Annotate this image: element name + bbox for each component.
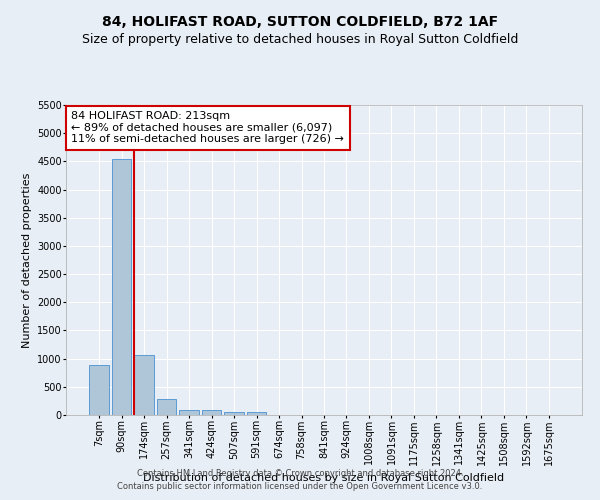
Bar bbox=[202, 410, 221, 415]
Text: Contains public sector information licensed under the Open Government Licence v3: Contains public sector information licen… bbox=[118, 482, 482, 491]
Bar bbox=[179, 410, 199, 415]
Bar bbox=[247, 412, 266, 415]
Text: 84 HOLIFAST ROAD: 213sqm
← 89% of detached houses are smaller (6,097)
11% of sem: 84 HOLIFAST ROAD: 213sqm ← 89% of detach… bbox=[71, 111, 344, 144]
Bar bbox=[134, 356, 154, 415]
Text: Size of property relative to detached houses in Royal Sutton Coldfield: Size of property relative to detached ho… bbox=[82, 32, 518, 46]
X-axis label: Distribution of detached houses by size in Royal Sutton Coldfield: Distribution of detached houses by size … bbox=[143, 473, 505, 483]
Text: Contains HM Land Registry data © Crown copyright and database right 2024.: Contains HM Land Registry data © Crown c… bbox=[137, 468, 463, 477]
Bar bbox=[157, 399, 176, 415]
Bar bbox=[112, 159, 131, 415]
Text: 84, HOLIFAST ROAD, SUTTON COLDFIELD, B72 1AF: 84, HOLIFAST ROAD, SUTTON COLDFIELD, B72… bbox=[102, 15, 498, 29]
Bar bbox=[89, 366, 109, 415]
Bar bbox=[224, 412, 244, 415]
Y-axis label: Number of detached properties: Number of detached properties bbox=[22, 172, 32, 348]
